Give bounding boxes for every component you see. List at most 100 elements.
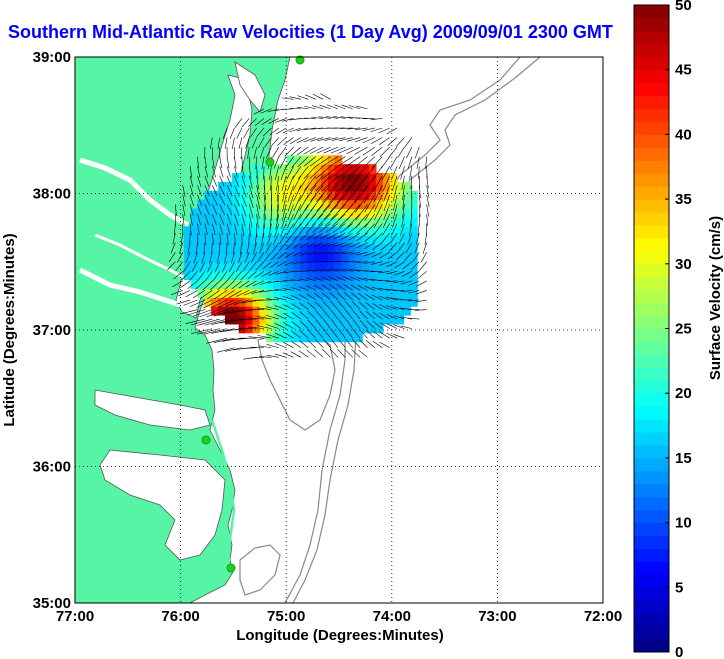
velocity-cell (197, 261, 205, 272)
velocity-vector (226, 194, 233, 206)
velocity-cell (334, 279, 343, 289)
velocity-cell (252, 314, 260, 325)
velocity-vector (336, 175, 353, 193)
velocity-vector (322, 338, 331, 348)
velocity-cell (355, 270, 363, 281)
velocity-cell (348, 314, 356, 325)
velocity-vector (320, 242, 331, 247)
velocity-cell (369, 314, 377, 325)
colorbar-band (634, 17, 669, 32)
velocity-cell (183, 226, 192, 236)
velocity-cell (245, 297, 254, 307)
velocity-vector (336, 284, 346, 291)
velocity-vector (248, 213, 253, 228)
velocity-vector (306, 349, 316, 358)
velocity-cell (314, 252, 322, 263)
velocity-vector (322, 175, 339, 192)
colorbar-band (634, 600, 669, 614)
velocity-vector (322, 300, 331, 310)
velocity-vector (299, 223, 309, 234)
velocity-vector (269, 127, 279, 136)
velocity-vector (210, 137, 213, 150)
velocity-vector (233, 242, 235, 255)
velocity-cell (382, 270, 391, 281)
colorbar-band (634, 522, 669, 537)
velocity-cell (389, 252, 398, 263)
velocity-cell (389, 314, 398, 325)
velocity-cell (314, 332, 322, 343)
velocity-vector (328, 251, 338, 254)
velocity-cell (369, 252, 377, 263)
velocity-cell (245, 261, 254, 272)
velocity-vector (270, 175, 272, 191)
velocity-vector (289, 96, 302, 100)
velocity-vector (363, 175, 376, 193)
velocity-cell (211, 297, 219, 307)
velocity-cell (375, 244, 384, 254)
velocity-cell (362, 288, 370, 298)
velocity-cell (245, 173, 254, 183)
velocity-cell (334, 244, 343, 254)
velocity-cell (245, 235, 254, 245)
velocity-vector (315, 165, 331, 179)
velocity-vector (325, 223, 339, 233)
velocity-vector (299, 194, 309, 211)
velocity-cell (218, 199, 226, 210)
velocity-cell (355, 199, 363, 210)
velocity-vector (352, 338, 361, 348)
velocity-vector (299, 232, 309, 241)
velocity-vector (352, 310, 361, 320)
velocity-vector (304, 175, 317, 191)
velocity-vector (167, 261, 176, 271)
velocity-cell (211, 217, 219, 227)
velocity-vector (202, 280, 213, 291)
velocity-cell (362, 199, 370, 210)
velocity-vector (315, 329, 324, 339)
velocity-vector (416, 233, 420, 245)
velocity-cell (197, 226, 205, 236)
colorbar-band (634, 639, 669, 653)
velocity-cell (190, 279, 199, 289)
velocity-vector (345, 338, 353, 348)
velocity-vector (204, 318, 228, 326)
velocity-vector (183, 299, 198, 306)
velocity-cell (197, 208, 205, 218)
velocity-cell (334, 288, 343, 298)
velocity-vector (286, 166, 294, 180)
velocity-cell (375, 226, 384, 236)
velocity-vector (379, 322, 390, 329)
velocity-vector (414, 242, 420, 254)
velocity-cell (293, 270, 302, 281)
velocity-vector (364, 242, 376, 250)
velocity-cell (204, 190, 212, 201)
velocity-vector (197, 271, 206, 282)
velocity-vector (299, 213, 309, 227)
velocity-cell (314, 235, 322, 245)
velocity-cell (334, 261, 343, 272)
velocity-vector (291, 271, 302, 273)
velocity-cell (293, 235, 302, 245)
velocity-cell (314, 155, 322, 165)
velocity-vector (241, 194, 247, 208)
velocity-vector (307, 261, 316, 263)
velocity-vector (281, 204, 287, 221)
velocity-vector (234, 175, 239, 188)
velocity-vector (281, 175, 287, 191)
velocity-cell (327, 199, 336, 210)
velocity-vector (405, 242, 413, 254)
velocity-cell (245, 208, 254, 218)
velocity-vector (195, 280, 206, 290)
velocity-vector (290, 303, 302, 310)
velocity-cell (266, 261, 274, 272)
velocity-vector (407, 317, 420, 320)
velocity-cell (327, 244, 336, 254)
velocity-vector (177, 252, 183, 263)
velocity-vector (219, 233, 222, 245)
velocity-vector (241, 118, 250, 128)
velocity-cell (362, 190, 370, 201)
velocity-vector (191, 318, 213, 326)
velocity-vector (211, 213, 217, 225)
velocity-cell (369, 288, 377, 298)
velocity-vector (323, 328, 331, 339)
velocity-vector (409, 166, 413, 180)
